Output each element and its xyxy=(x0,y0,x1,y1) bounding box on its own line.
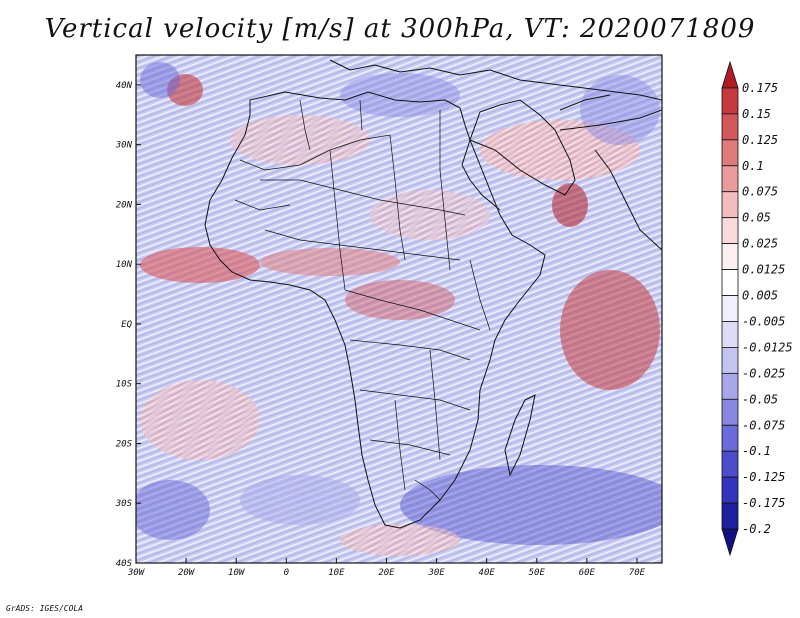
lat-tick-label: EQ xyxy=(121,320,132,330)
colorbar-label: 0.05 xyxy=(742,211,771,225)
lon-tick-label: 60E xyxy=(579,568,596,578)
colorbar-cell xyxy=(721,476,739,504)
lon-tick-label: 40E xyxy=(479,568,496,578)
colorbar-cell xyxy=(721,347,739,374)
lat-tick-label: 10S xyxy=(116,380,133,390)
colorbar-label: 0.0125 xyxy=(742,263,785,277)
colorbar-label: 0.125 xyxy=(742,133,778,147)
colorbar-label: 0.15 xyxy=(742,107,771,121)
lon-tick-label: 20W xyxy=(178,568,196,578)
map-frame xyxy=(135,54,663,564)
colorbar-label: -0.075 xyxy=(742,418,785,432)
colorbar-label: -0.175 xyxy=(742,496,785,510)
colorbar-cell xyxy=(721,295,739,322)
colorbar-cell xyxy=(721,217,739,245)
colorbar-label: 0.075 xyxy=(742,185,778,199)
lat-tick-label: 10N xyxy=(116,260,133,270)
lon-tick-label: 70E xyxy=(629,568,646,578)
colorbar-cell xyxy=(721,165,739,193)
colorbar-label: -0.1 xyxy=(742,444,771,458)
colorbar-label: -0.025 xyxy=(742,366,785,380)
colorbar-cell xyxy=(721,398,739,426)
colorbar-cell xyxy=(721,372,739,400)
axis-ticks xyxy=(135,84,638,564)
colorbar-label: -0.2 xyxy=(742,522,771,536)
latitude-labels: 40S 30S 20S 10S EQ 10N 20N 30N 40N xyxy=(115,81,133,569)
colorbar-cell xyxy=(721,528,739,557)
colorbar-cell xyxy=(721,450,739,478)
colorbar-label: -0.125 xyxy=(742,470,785,484)
lon-tick-label: 20E xyxy=(378,568,395,578)
map-title: Vertical velocity [m/s] at 300hPa, VT: 2… xyxy=(44,14,756,44)
colorbar-cell xyxy=(721,502,739,530)
lon-tick-label: 10W xyxy=(228,568,246,578)
colorbar-label: -0.05 xyxy=(742,392,778,406)
longitude-labels: 30W 20W 10W 0 10E 20E 30E 40E 50E 60E 70E xyxy=(127,568,646,578)
lat-tick-label: 40N xyxy=(116,81,133,91)
colorbar-label: -0.0125 xyxy=(742,340,793,354)
lon-tick-label: 30E xyxy=(427,568,445,578)
colorbar-cell xyxy=(721,87,739,115)
lon-tick-label: 50E xyxy=(529,568,546,578)
colorbar-cell xyxy=(721,191,739,219)
colorbar-cell xyxy=(721,321,739,348)
colorbar-label: 0.025 xyxy=(742,237,778,251)
lat-tick-label: 30S xyxy=(115,499,133,509)
lon-tick-label: 0 xyxy=(284,568,289,578)
colorbar-label: 0.175 xyxy=(742,81,778,95)
lat-tick-label: 40S xyxy=(116,559,133,569)
lat-tick-label: 30N xyxy=(115,141,133,151)
colorbar-cell xyxy=(721,139,739,167)
country-borders xyxy=(234,99,491,501)
colorbar-cell xyxy=(721,60,739,89)
colorbar: 0.175 0.15 0.125 0.1 0.075 0.05 0.025 0.0125 0.0… xyxy=(721,60,793,557)
lon-tick-label: 10E xyxy=(328,568,345,578)
lat-tick-label: 20N xyxy=(116,200,133,210)
colorbar-cell xyxy=(721,243,739,270)
colorbar-cell xyxy=(721,113,739,141)
colorbar-label: -0.005 xyxy=(742,314,785,328)
lon-tick-label: 30W xyxy=(127,568,146,578)
colorbar-cell xyxy=(721,269,739,296)
colorbar-label: 0.005 xyxy=(742,289,778,303)
lat-tick-label: 20S xyxy=(116,439,133,449)
colorbar-cell xyxy=(721,424,739,452)
credit-label: GrADS: IGES/COLA xyxy=(6,604,84,613)
colorbar-label: 0.1 xyxy=(742,159,764,173)
velocity-field xyxy=(136,55,662,563)
